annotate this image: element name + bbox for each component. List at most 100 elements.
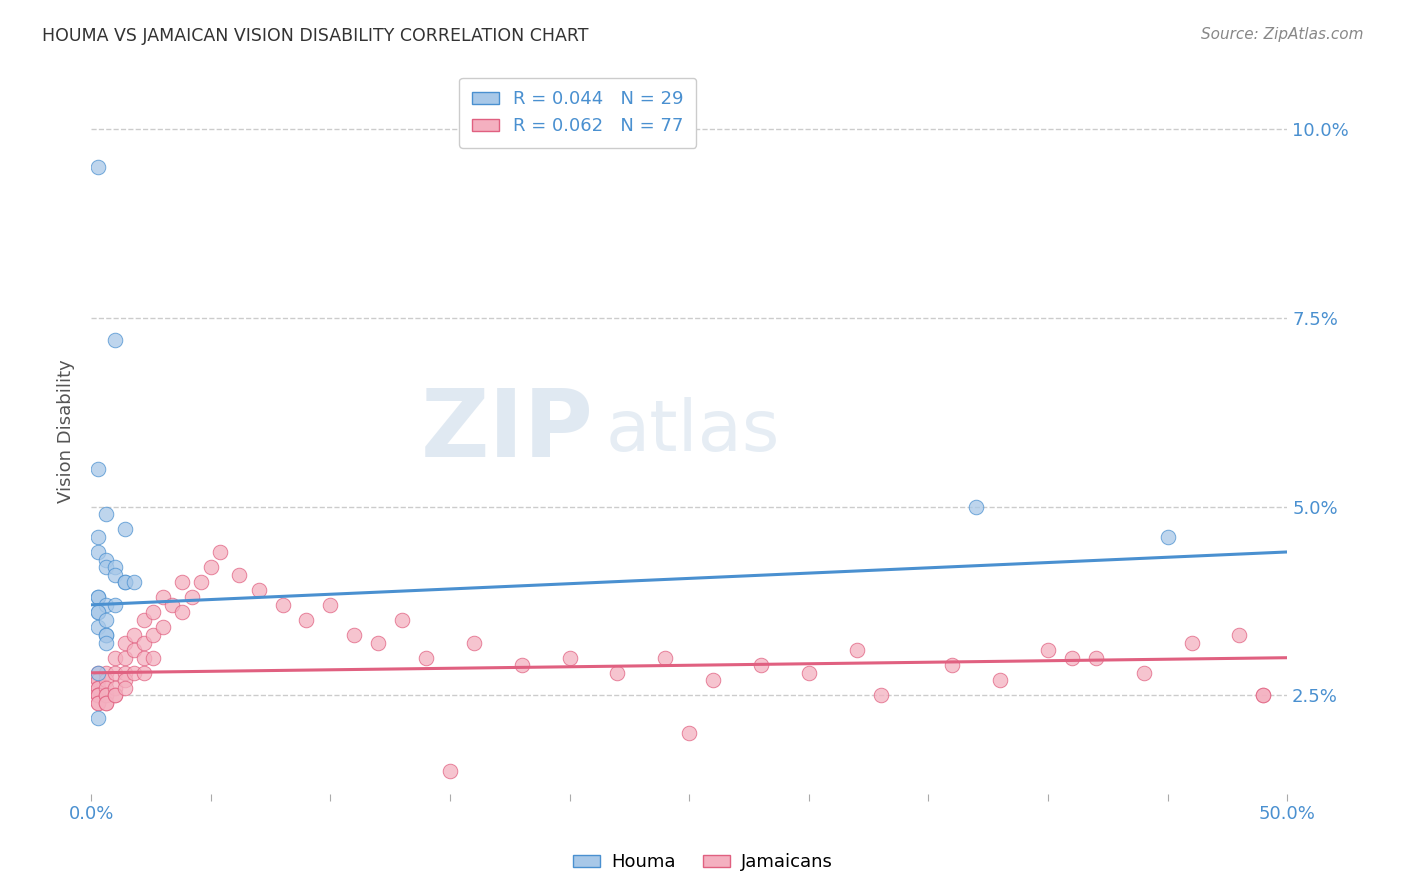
Point xyxy=(104,560,127,574)
Legend: R = 0.044   N = 29, R = 0.062   N = 77: R = 0.044 N = 29, R = 0.062 N = 77 xyxy=(458,78,696,148)
Point xyxy=(1036,643,1059,657)
Point xyxy=(94,696,117,710)
Point xyxy=(94,689,117,703)
Text: HOUMA VS JAMAICAN VISION DISABILITY CORRELATION CHART: HOUMA VS JAMAICAN VISION DISABILITY CORR… xyxy=(42,27,589,45)
Point xyxy=(87,665,110,680)
Point xyxy=(114,665,136,680)
Point xyxy=(1132,665,1154,680)
Point xyxy=(87,591,110,605)
Point xyxy=(132,650,155,665)
Point xyxy=(94,613,117,627)
Point xyxy=(367,635,389,649)
Point xyxy=(94,552,117,566)
Point xyxy=(941,658,963,673)
Point xyxy=(200,560,222,574)
Point xyxy=(1156,530,1178,544)
Point xyxy=(87,711,110,725)
Point xyxy=(142,628,165,642)
Point xyxy=(170,606,193,620)
Point xyxy=(87,591,110,605)
Point xyxy=(247,582,270,597)
Point xyxy=(94,665,117,680)
Point xyxy=(94,689,117,703)
Point xyxy=(104,650,127,665)
Text: Source: ZipAtlas.com: Source: ZipAtlas.com xyxy=(1201,27,1364,42)
Point xyxy=(104,598,127,612)
Point xyxy=(122,628,145,642)
Point xyxy=(749,658,772,673)
Legend: Houma, Jamaicans: Houma, Jamaicans xyxy=(567,847,839,879)
Point xyxy=(94,681,117,695)
Point xyxy=(391,613,413,627)
Point xyxy=(510,658,533,673)
Point xyxy=(797,665,820,680)
Point xyxy=(87,606,110,620)
Point xyxy=(869,689,891,703)
Point xyxy=(845,643,868,657)
Point xyxy=(463,635,485,649)
Point xyxy=(1251,689,1274,703)
Point xyxy=(104,689,127,703)
Point xyxy=(702,673,724,688)
Point xyxy=(94,507,117,521)
Point xyxy=(295,613,318,627)
Point xyxy=(439,764,461,778)
Point xyxy=(190,575,212,590)
Point xyxy=(142,606,165,620)
Point xyxy=(114,575,136,590)
Point xyxy=(343,628,366,642)
Point xyxy=(1227,628,1250,642)
Text: atlas: atlas xyxy=(606,397,780,466)
Point xyxy=(1180,635,1202,649)
Point xyxy=(94,673,117,688)
Point xyxy=(180,591,202,605)
Point xyxy=(1060,650,1083,665)
Point xyxy=(558,650,581,665)
Y-axis label: Vision Disability: Vision Disability xyxy=(58,359,75,503)
Point xyxy=(132,613,155,627)
Point xyxy=(132,635,155,649)
Point xyxy=(114,673,136,688)
Text: ZIP: ZIP xyxy=(420,385,593,477)
Point xyxy=(87,530,110,544)
Point xyxy=(87,606,110,620)
Point xyxy=(87,673,110,688)
Point xyxy=(114,650,136,665)
Point xyxy=(87,620,110,634)
Point xyxy=(965,500,987,514)
Point xyxy=(209,545,232,559)
Point xyxy=(87,462,110,476)
Point xyxy=(104,689,127,703)
Point xyxy=(114,635,136,649)
Point xyxy=(87,681,110,695)
Point xyxy=(606,665,628,680)
Point xyxy=(87,160,110,174)
Point xyxy=(271,598,294,612)
Point xyxy=(87,665,110,680)
Point xyxy=(114,522,136,536)
Point xyxy=(87,689,110,703)
Point xyxy=(94,696,117,710)
Point xyxy=(87,689,110,703)
Point xyxy=(122,643,145,657)
Point xyxy=(142,650,165,665)
Point xyxy=(94,560,117,574)
Point xyxy=(1251,689,1274,703)
Point xyxy=(87,689,110,703)
Point xyxy=(152,620,174,634)
Point xyxy=(94,598,117,612)
Point xyxy=(122,665,145,680)
Point xyxy=(162,598,184,612)
Point xyxy=(104,665,127,680)
Point xyxy=(87,681,110,695)
Point xyxy=(152,591,174,605)
Point xyxy=(114,575,136,590)
Point xyxy=(104,567,127,582)
Point xyxy=(132,665,155,680)
Point xyxy=(1084,650,1107,665)
Point xyxy=(94,628,117,642)
Point xyxy=(104,681,127,695)
Point xyxy=(170,575,193,590)
Point xyxy=(104,334,127,348)
Point xyxy=(87,545,110,559)
